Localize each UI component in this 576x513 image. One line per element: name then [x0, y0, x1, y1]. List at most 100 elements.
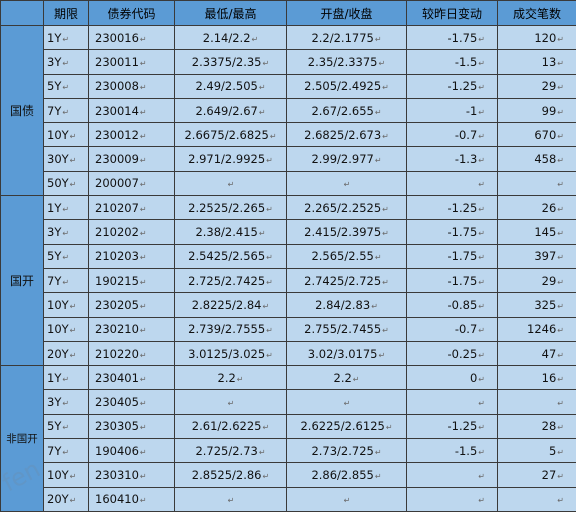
- table-row: 国债 1Y↵ 230016↵ 2.14/2.2↵ 2.2/2.1775↵ -1.75↵ 12…: [0, 24, 576, 197]
- paragraph-mark: ↵: [269, 131, 277, 141]
- bond-code-value: 230016: [95, 30, 139, 45]
- paragraph-mark: ↵: [478, 34, 485, 44]
- open-close-value: 2.265/2.2525: [304, 200, 382, 215]
- paragraph-mark: ↵: [478, 374, 485, 384]
- change-cell: -1.5↵: [406, 438, 498, 464]
- paragraph-mark: ↵: [557, 131, 564, 141]
- paragraph-mark: ↵: [62, 107, 70, 117]
- bond-code-value: 230210: [95, 322, 139, 337]
- paragraph-mark: ↵: [478, 399, 485, 409]
- paragraph-mark: ↵: [266, 253, 273, 263]
- paragraph-mark: ↵: [374, 447, 382, 457]
- trade-count-value: 120: [534, 30, 557, 45]
- paragraph-mark: ↵: [557, 326, 564, 336]
- trade-count-value: 16: [541, 370, 557, 385]
- paragraph-mark: ↵: [266, 350, 273, 360]
- open-close-value: 2.755/2.7455: [304, 322, 382, 337]
- tenor-value: 1Y: [47, 200, 62, 215]
- paragraph-mark: ↵: [62, 423, 70, 433]
- bond-code-cell: 230310↵: [88, 462, 175, 488]
- paragraph-mark: ↵: [478, 83, 485, 93]
- change-cell: ↵: [406, 389, 498, 415]
- open-close-value: 2.35/2.3375: [307, 54, 378, 69]
- paragraph-mark: ↵: [557, 156, 564, 166]
- paragraph-mark: ↵: [258, 229, 266, 239]
- paragraph-mark: ↵: [62, 229, 70, 239]
- paragraph-mark: ↵: [62, 83, 70, 93]
- paragraph-mark: ↵: [478, 423, 485, 433]
- change-cell: -1↵: [406, 97, 498, 124]
- trade-count-cell: 5↵: [497, 438, 576, 464]
- open-close-value: 2.99/2.977: [311, 152, 374, 167]
- paragraph-mark: ↵: [266, 326, 273, 336]
- paragraph-mark: ↵: [382, 229, 389, 239]
- low-high-cell: 2.14/2.2↵: [174, 24, 287, 51]
- trade-count-cell: 29↵: [497, 73, 576, 99]
- bond-code-cell: 210220↵: [88, 340, 175, 367]
- paragraph-mark: ↵: [258, 447, 266, 457]
- tenor-cell: 7Y↵: [43, 438, 89, 464]
- paragraph-mark: ↵: [62, 399, 70, 409]
- paragraph-mark: ↵: [227, 399, 235, 409]
- paragraph-mark: ↵: [139, 58, 147, 68]
- bond-code-value: 190406: [95, 443, 139, 458]
- change-cell: ↵: [406, 170, 498, 197]
- open-close-cell: 2.2/2.1775↵: [286, 24, 407, 51]
- paragraph-mark: ↵: [478, 204, 485, 214]
- paragraph-mark: ↵: [343, 399, 351, 409]
- tenor-cell: 3Y↵: [43, 49, 89, 75]
- change-cell: -1.25↵: [406, 195, 498, 221]
- group-label-cell: 国开: [0, 195, 44, 367]
- bond-code-cell: 230011↵: [88, 49, 175, 75]
- trade-count-value: 28: [541, 419, 557, 434]
- paragraph-mark: ↵: [251, 34, 259, 44]
- paragraph-mark: ↵: [374, 253, 382, 263]
- trade-count-cell: 27↵: [497, 462, 576, 488]
- paragraph-mark: ↵: [139, 229, 147, 239]
- low-high-value: 2.38/2.415: [195, 225, 258, 240]
- paragraph-mark: ↵: [266, 277, 273, 287]
- low-high-cell: 2.5425/2.565↵: [174, 243, 287, 269]
- open-close-cell: 2.35/2.3375↵: [286, 49, 407, 75]
- low-high-cell: 2.49/2.505↵: [174, 73, 287, 99]
- low-high-cell: 2.2↵: [174, 365, 287, 391]
- trade-count-value: 29: [541, 79, 557, 94]
- open-close-value: 2.73/2.725: [311, 443, 374, 458]
- open-close-value: 2.2: [333, 370, 352, 385]
- paragraph-mark: ↵: [557, 229, 564, 239]
- table-row: 10Y↵ 230210↵ 2.739/2.7555↵ 2.755/2.7455↵ -0.…: [1, 316, 576, 342]
- paragraph-mark: ↵: [139, 180, 147, 190]
- tenor-cell: 30Y↵: [43, 146, 89, 172]
- table-row: 5Y↵ 230305↵ 2.61/2.6225↵ 2.6225/2.6125↵ -1.2…: [1, 413, 576, 440]
- paragraph-mark: ↵: [557, 447, 564, 457]
- trade-count-value: 29: [541, 273, 557, 288]
- change-cell: -0.25↵: [406, 340, 498, 367]
- change-value: -0.7: [454, 322, 478, 337]
- paragraph-mark: ↵: [557, 374, 564, 384]
- open-close-cell: 2.565/2.55↵: [286, 243, 407, 269]
- open-close-cell: 2.73/2.725↵: [286, 438, 407, 464]
- paragraph-mark: ↵: [557, 204, 564, 214]
- table-row: 20Y↵ 210220↵ 3.0125/3.025↵ 3.02/3.0175↵ -0.2…: [1, 340, 576, 367]
- bond-code-cell: 190406↵: [88, 438, 175, 464]
- open-close-value: 2.84/2.83: [315, 297, 371, 312]
- bond-code-value: 230012: [95, 127, 139, 142]
- low-high-value: 2.61/2.6225: [191, 419, 262, 434]
- paragraph-mark: ↵: [382, 326, 389, 336]
- tenor-cell: 10Y↵: [43, 292, 89, 318]
- change-cell: -1.75↵: [406, 219, 498, 245]
- paragraph-mark: ↵: [557, 34, 564, 44]
- header-row: 期限 债券代码 最低/最高 开盘/收盘 较昨日变动 成交笔数: [0, 0, 576, 26]
- paragraph-mark: ↵: [374, 156, 382, 166]
- change-cell: -0.85↵: [406, 292, 498, 318]
- paragraph-mark: ↵: [478, 156, 485, 166]
- bond-code-value: 230305: [95, 419, 139, 434]
- paragraph-mark: ↵: [266, 156, 273, 166]
- low-high-cell: ↵: [174, 486, 287, 512]
- bond-code-value: 230405: [95, 395, 139, 410]
- tenor-value: 3Y: [47, 225, 62, 240]
- change-value: -1.25: [447, 79, 478, 94]
- trade-count-cell: 397↵: [497, 243, 576, 269]
- paragraph-mark: ↵: [62, 277, 70, 287]
- paragraph-mark: ↵: [378, 58, 386, 68]
